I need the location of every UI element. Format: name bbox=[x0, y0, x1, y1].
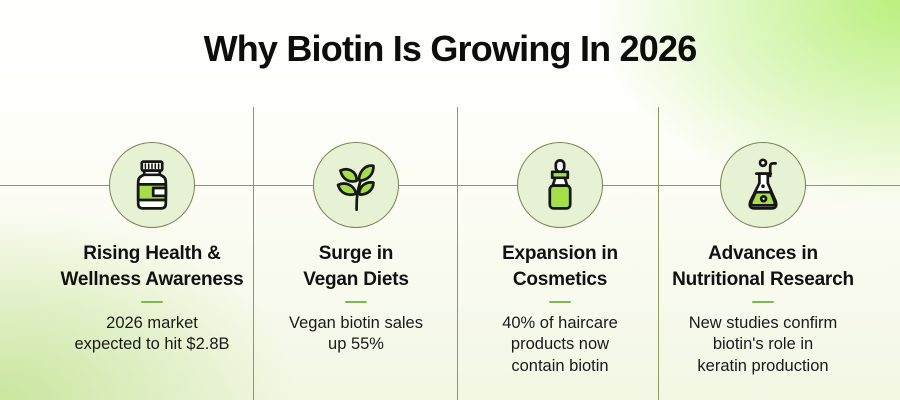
cosmetic-dropper-icon bbox=[548, 159, 572, 210]
vegan-plant-icon bbox=[336, 164, 375, 211]
icon-circle bbox=[517, 142, 603, 228]
column-divider-line bbox=[658, 107, 659, 400]
column-vegan-diets: Surge in Vegan Diets Vegan biotin sales … bbox=[241, 142, 471, 356]
icon-circle bbox=[313, 142, 399, 228]
column-heading: Rising Health & Wellness Awareness bbox=[60, 243, 244, 290]
icon-circle bbox=[720, 142, 806, 228]
column-body: New studies confirm biotin's role in ker… bbox=[688, 314, 838, 375]
column-research: Advances in Nutritional Research New stu… bbox=[648, 142, 878, 377]
supplement-bottle-icon bbox=[136, 160, 168, 210]
icon-circle bbox=[109, 142, 195, 228]
column-heading: Expansion in Cosmetics bbox=[502, 243, 618, 290]
accent-dash bbox=[549, 301, 571, 304]
accent-dash bbox=[141, 301, 163, 304]
column-heading: Advances in Nutritional Research bbox=[672, 243, 854, 290]
column-health-awareness: Rising Health & Wellness Awareness 2026 … bbox=[37, 142, 267, 356]
column-cosmetics: Expansion in Cosmetics 40% of haircare p… bbox=[445, 142, 675, 377]
column-heading: Surge in Vegan Diets bbox=[303, 243, 409, 290]
horizontal-axis-line bbox=[0, 185, 900, 186]
column-divider-line bbox=[253, 107, 254, 400]
column-body: 40% of haircare products now contain bio… bbox=[502, 314, 618, 375]
page-title: Why Biotin Is Growing In 2026 bbox=[203, 28, 698, 70]
research-flask-icon bbox=[748, 158, 778, 210]
column-body: Vegan biotin sales up 55% bbox=[289, 314, 423, 354]
column-divider-line bbox=[457, 107, 458, 400]
accent-dash bbox=[345, 301, 367, 304]
column-body: 2026 market expected to hit $2.8B bbox=[74, 314, 230, 354]
accent-dash bbox=[752, 301, 774, 304]
